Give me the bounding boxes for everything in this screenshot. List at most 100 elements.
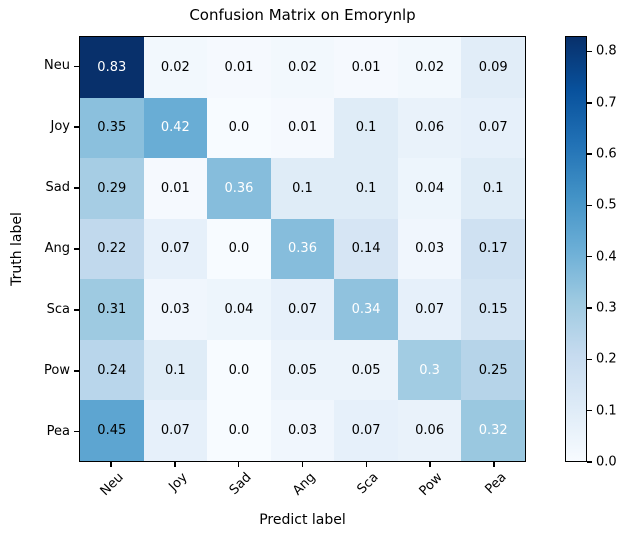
x-tick-label: Pow bbox=[416, 470, 446, 499]
y-tick-mark bbox=[74, 187, 79, 189]
x-tick-label: Joy bbox=[166, 470, 191, 495]
x-tick-mark bbox=[110, 462, 112, 467]
heatmap-cell: 0.04 bbox=[207, 279, 271, 340]
heatmap-cell: 0.02 bbox=[143, 37, 208, 98]
heatmap-cell: 0.36 bbox=[270, 218, 335, 280]
heatmap-cell: 0.34 bbox=[334, 279, 398, 340]
y-tick-label: Neu bbox=[44, 58, 70, 74]
heatmap-cell: 0.02 bbox=[270, 37, 335, 98]
heatmap-grid: 0.83 0.02 0.01 0.02 0.01 0.02 0.09 0.35 0.42 0.0 0… bbox=[79, 36, 526, 462]
colorbar-tick-mark bbox=[587, 461, 592, 463]
y-tick-label: Sad bbox=[45, 180, 70, 196]
heatmap-cell: 0.09 bbox=[461, 37, 525, 98]
colorbar-tick-label: 0.5 bbox=[596, 197, 617, 213]
y-tick-mark bbox=[74, 65, 79, 68]
y-tick-mark bbox=[74, 309, 79, 311]
y-tick-label: Ang bbox=[44, 241, 70, 256]
heatmap-cell: 0.07 bbox=[334, 400, 398, 461]
heatmap-cell: 0.07 bbox=[270, 279, 335, 340]
heatmap-cell: 0.1 bbox=[461, 158, 525, 219]
colorbar-tick-label: 0.3 bbox=[596, 300, 617, 316]
heatmap-cell: 0.25 bbox=[461, 339, 525, 401]
colorbar-tick-mark bbox=[587, 358, 592, 361]
heatmap-cell: 0.14 bbox=[334, 218, 398, 280]
x-tick-mark bbox=[365, 462, 368, 467]
heatmap-cell: 0.07 bbox=[143, 400, 208, 461]
x-axis-title: Predict label bbox=[259, 512, 346, 528]
heatmap-cell: 0.07 bbox=[143, 218, 208, 280]
y-tick-mark bbox=[74, 126, 79, 129]
x-tick-label: Pea bbox=[482, 470, 510, 498]
heatmap-cell: 0.01 bbox=[270, 97, 335, 159]
heatmap-cell: 0.07 bbox=[461, 97, 525, 159]
y-tick-mark bbox=[74, 430, 79, 433]
heatmap-cell: 0.35 bbox=[80, 97, 144, 159]
x-tick-label: Sad bbox=[226, 470, 255, 498]
colorbar-tick-label: 0.4 bbox=[596, 249, 617, 265]
colorbar-tick-label: 0.6 bbox=[596, 146, 617, 162]
heatmap-cell: 0.17 bbox=[461, 218, 525, 280]
heatmap-cell: 0.06 bbox=[397, 400, 462, 461]
heatmap-cell: 0.24 bbox=[80, 339, 144, 401]
heatmap-cell: 0.3 bbox=[397, 339, 462, 401]
colorbar-tick-label: 0.7 bbox=[596, 95, 617, 111]
colorbar-tick-mark bbox=[587, 307, 592, 309]
heatmap-cell: 0.05 bbox=[270, 339, 335, 401]
heatmap-cell: 0.01 bbox=[334, 37, 398, 98]
y-axis-title: Truth label bbox=[9, 212, 25, 286]
colorbar-tick-mark bbox=[587, 255, 592, 258]
colorbar-tick-mark bbox=[587, 204, 592, 207]
x-tick-mark bbox=[429, 462, 431, 467]
x-tick-mark bbox=[301, 462, 304, 467]
x-tick-mark bbox=[493, 462, 495, 467]
colorbar-tick-mark bbox=[587, 50, 592, 53]
heatmap-cell: 0.1 bbox=[334, 97, 398, 159]
heatmap-cell: 0.1 bbox=[334, 158, 398, 219]
colorbar-tick-label: 0.0 bbox=[596, 454, 617, 470]
y-tick-label: Joy bbox=[50, 119, 70, 135]
heatmap-cell: 0.04 bbox=[397, 158, 462, 219]
heatmap-cell: 0.83 bbox=[80, 37, 144, 98]
x-tick-mark bbox=[173, 462, 176, 467]
colorbar-tick-mark bbox=[587, 153, 592, 155]
colorbar-tick-label: 0.1 bbox=[596, 403, 617, 419]
colorbar-tick-label: 0.2 bbox=[596, 351, 617, 367]
colorbar-tick-label: 0.8 bbox=[596, 43, 617, 59]
heatmap-cell: 0.06 bbox=[397, 97, 462, 159]
heatmap-cell: 0.02 bbox=[397, 37, 462, 98]
colorbar-tick-mark bbox=[587, 409, 592, 412]
heatmap-cell: 0.29 bbox=[80, 158, 144, 219]
heatmap-cell: 0.1 bbox=[143, 339, 208, 401]
heatmap-cell: 0.15 bbox=[461, 279, 525, 340]
y-tick-label: Pow bbox=[44, 362, 70, 378]
heatmap-cell: 0.0 bbox=[207, 97, 271, 159]
colorbar bbox=[565, 36, 587, 462]
y-tick-mark bbox=[74, 248, 79, 250]
heatmap-cell: 0.01 bbox=[207, 37, 271, 98]
chart-title: Confusion Matrix on Emorynlp bbox=[189, 6, 416, 24]
heatmap-cell: 0.0 bbox=[207, 218, 271, 280]
y-tick-label: Sca bbox=[46, 301, 70, 317]
heatmap-cell: 0.07 bbox=[397, 279, 462, 340]
x-tick-mark bbox=[237, 462, 240, 467]
heatmap-cell: 0.03 bbox=[270, 400, 335, 461]
x-tick-label: Neu bbox=[97, 470, 127, 499]
heatmap-cell: 0.45 bbox=[80, 400, 144, 461]
heatmap-cell: 0.03 bbox=[397, 218, 462, 280]
heatmap-cell: 0.32 bbox=[461, 400, 525, 461]
heatmap-cell: 0.31 bbox=[80, 279, 144, 340]
heatmap-cell: 0.01 bbox=[143, 158, 208, 219]
heatmap-cell: 0.42 bbox=[143, 97, 208, 159]
heatmap-cell: 0.03 bbox=[143, 279, 208, 340]
y-tick-label: Pea bbox=[46, 423, 70, 439]
heatmap-cell: 0.05 bbox=[334, 339, 398, 401]
x-tick-label: Ang bbox=[289, 470, 319, 499]
x-tick-label: Sca bbox=[354, 470, 382, 498]
colorbar-tick-mark bbox=[587, 101, 592, 104]
heatmap-cell: 0.22 bbox=[80, 218, 144, 280]
heatmap-cell: 0.0 bbox=[207, 339, 271, 401]
heatmap-cell: 0.0 bbox=[207, 400, 271, 461]
heatmap-cell: 0.36 bbox=[207, 158, 271, 219]
y-tick-mark bbox=[74, 369, 79, 372]
